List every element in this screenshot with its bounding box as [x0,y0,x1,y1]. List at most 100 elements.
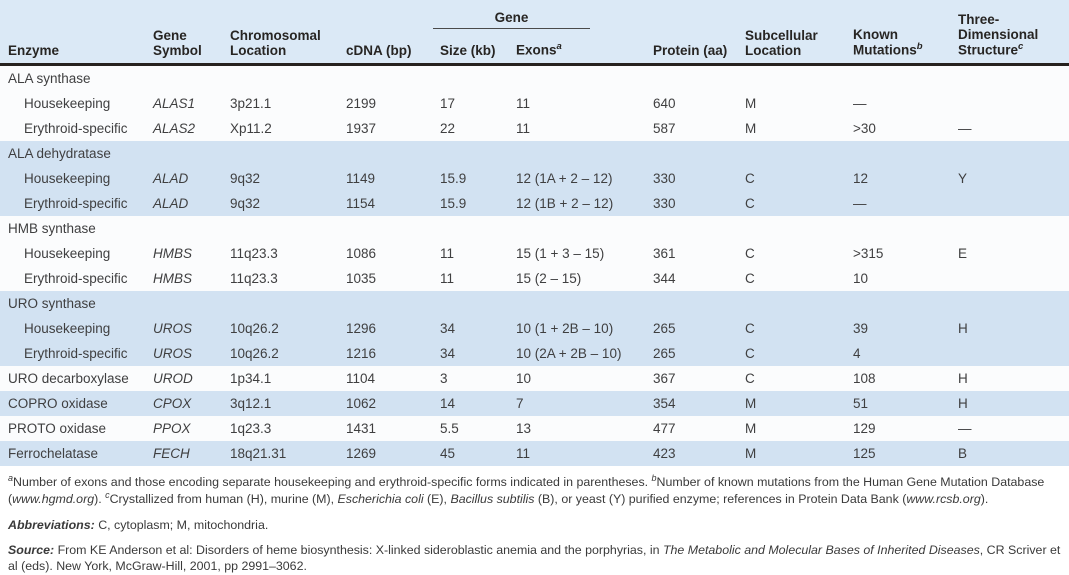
table-cell: Xp11.2 [230,121,272,136]
table-cell: 1296 [346,321,377,336]
enzyme-group-row: ALA synthase [0,66,1069,91]
table-cell: 22 [440,121,456,136]
table-cell: 11q23.3 [230,246,278,261]
column-header-enzyme: Enzyme [8,42,60,58]
table-cell: Erythroid-specific [24,196,128,211]
table-cell: 15.9 [440,196,467,211]
table-cell: E [958,246,968,261]
table-cell: 640 [653,96,676,111]
table-cell: M [745,396,757,411]
table-cell: 1431 [346,421,377,436]
table-cell: M [745,96,757,111]
table-cell: 12 [853,171,869,186]
table-cell: 10 (2A + 2B – 10) [516,346,622,361]
table-cell: 34 [440,321,456,336]
gene-spanner-text: Gene [494,10,529,25]
table-cell: Housekeeping [24,246,111,261]
table-cell: UROS [153,346,193,361]
table-cell: 1062 [346,396,377,411]
column-header-cdna: cDNA (bp) [346,42,412,58]
table-cell: M [745,421,757,436]
footnote-marker-c: c [1018,41,1024,53]
table-row: Erythroid-specific UROS 10q26.2 1216 34 10 (2… [0,341,1069,366]
table-cell: 17 [440,96,456,111]
enzyme-group-row: ALA dehydratase [0,141,1069,166]
table-cell: 7 [516,396,524,411]
table-cell: H [958,371,968,386]
table-cell: Erythroid-specific [24,271,128,286]
column-header-exons: Exonsa [516,41,562,58]
table-cell: C [745,371,755,386]
table-cell: ALAD [153,196,189,211]
table-row: COPRO oxidase CPOX 3q12.1 1062 14 7 354 M 51 H [0,391,1069,416]
table-cell: 1086 [346,246,377,261]
table-cell: ALA synthase [8,71,91,86]
table-cell: 1035 [346,271,377,286]
column-header-gene-symbol: Gene Symbol [153,27,202,58]
table-cell: HMBS [153,246,193,261]
footnote-abbreviations: Abbreviations: C, cytoplasm; M, mitochon… [8,517,269,532]
column-header-size: Size (kb) [440,42,496,58]
table-cell: Housekeeping [24,96,111,111]
table-cell: H [958,396,968,411]
table-cell: ALAS1 [153,96,196,111]
table-cell: 1q23.3 [230,421,272,436]
footnote-source: Source: From KE Anderson et al: Disorder… [8,542,1061,573]
table-cell: 10 (1 + 2B – 10) [516,321,614,336]
table-cell: 45 [440,446,456,461]
table-cell: 11 [440,271,455,286]
column-header-subcellular-location: Subcellular Location [745,27,818,58]
table-cell: >30 [853,121,876,136]
table-cell: — [958,421,972,436]
table-cell: 11 [440,246,455,261]
table-cell: 5.5 [440,421,459,436]
table-cell: 39 [853,321,869,336]
table-cell: 361 [653,246,676,261]
table-cell: 12 (1A + 2 – 12) [516,171,613,186]
table-cell: 423 [653,446,676,461]
table-cell: 1154 [346,196,376,211]
table-cell: URO decarboxylase [8,371,129,386]
table-cell: 15.9 [440,171,467,186]
table-row: Erythroid-specific ALAS2 Xp11.2 1937 22 11 587… [0,116,1069,141]
table-cell: 330 [653,196,676,211]
footnote-marker-a: a [556,41,562,53]
table-cell: M [745,121,757,136]
table-cell: 15 (1 + 3 – 15) [516,246,605,261]
table-row: PROTO oxidase PPOX 1q23.3 1431 5.5 13 477 M 129 — [0,416,1069,441]
enzyme-group-row: HMB synthase [0,216,1069,241]
table-cell: PROTO oxidase [8,421,107,436]
table-cell: Erythroid-specific [24,121,128,136]
table-cell: Housekeeping [24,171,111,186]
table-cell: 10 [516,371,532,386]
table-cell: M [745,446,757,461]
table-cell: 1937 [346,121,377,136]
column-header-protein: Protein (aa) [653,42,728,58]
table-row: Ferrochelatase FECH 18q21.31 1269 45 11 423 M 12… [0,441,1069,466]
table-cell: 11 [516,96,531,111]
table-cell: PPOX [153,421,191,436]
table-cell: UROS [153,321,193,336]
table-cell: Ferrochelatase [8,446,99,461]
table-cell: H [958,321,968,336]
table-cell: 367 [653,371,676,386]
footnote-abc: aNumber of exons and those encoding sepa… [8,473,1045,507]
table-cell: 354 [653,396,676,411]
table-cell: 2199 [346,96,377,111]
table-cell: >315 [853,246,884,261]
table-cell: — [958,121,972,136]
enzyme-group-row: URO synthase [0,291,1069,316]
table-cell: 9q32 [230,196,261,211]
table-cell: 34 [440,346,456,361]
table-cell: Housekeeping [24,321,111,336]
table-cell: C [745,246,755,261]
table-cell: ALAS2 [153,121,196,136]
table-cell: URO synthase [8,296,96,311]
table-cell: — [853,96,867,111]
table-cell: 129 [853,421,876,436]
table-row: Erythroid-specific ALAD 9q32 1154 15.9 12 (1B… [0,191,1069,216]
table-cell: COPRO oxidase [8,396,108,411]
table-row: Housekeeping HMBS 11q23.3 1086 11 15 (1 + 3 –… [0,241,1069,266]
table-cell: 9q32 [230,171,261,186]
